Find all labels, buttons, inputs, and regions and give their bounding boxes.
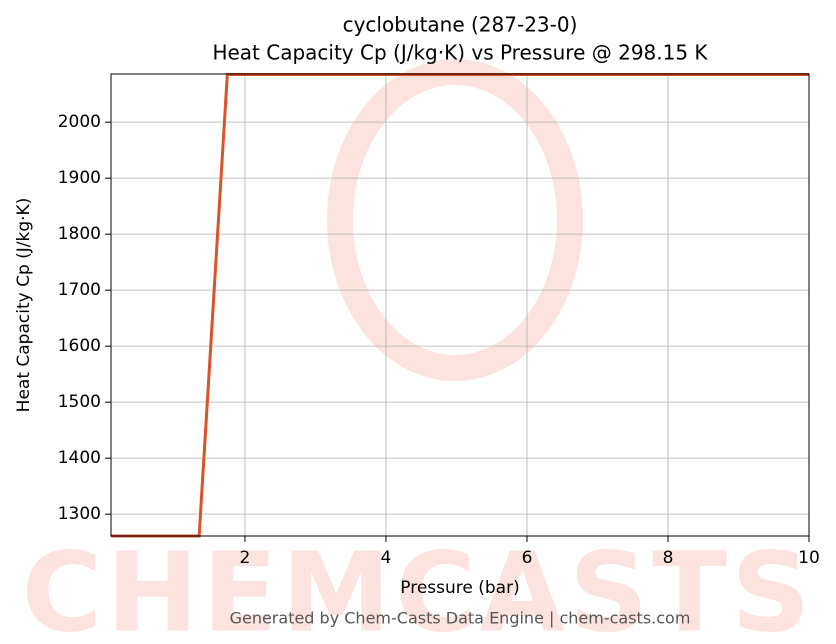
watermark: CHEMCASTS [22,528,815,644]
footer: Generated by Chem-Casts Data Engine | ch… [230,609,691,628]
x-tick-label: 10 [798,548,820,568]
plot-frame [110,73,810,537]
y-axis-label: Heat Capacity Cp (J/kg·K) [14,198,34,413]
x-axis-label: Pressure (bar) [400,578,519,598]
data-line [111,73,809,538]
y-tick-label: 1600 [58,336,101,356]
y-tick-label: 1400 [58,448,101,468]
y-tick-label: 2000 [58,112,101,132]
chart-title: cyclobutane (287-23-0) [343,13,578,37]
y-tick-label: 1700 [58,280,101,300]
x-tick-label: 8 [663,548,674,568]
y-tick-label: 1900 [58,168,101,188]
watermark-logo [327,59,583,381]
y-tick-label: 1500 [58,392,101,412]
x-tick-label: 4 [381,548,392,568]
x-tick-label: 6 [522,548,533,568]
y-tick-label: 1300 [58,504,101,524]
x-tick-label: 2 [240,548,251,568]
y-tick-label: 1800 [58,224,101,244]
chart-subtitle: Heat Capacity Cp (J/kg·K) vs Pressure @ … [212,41,708,65]
